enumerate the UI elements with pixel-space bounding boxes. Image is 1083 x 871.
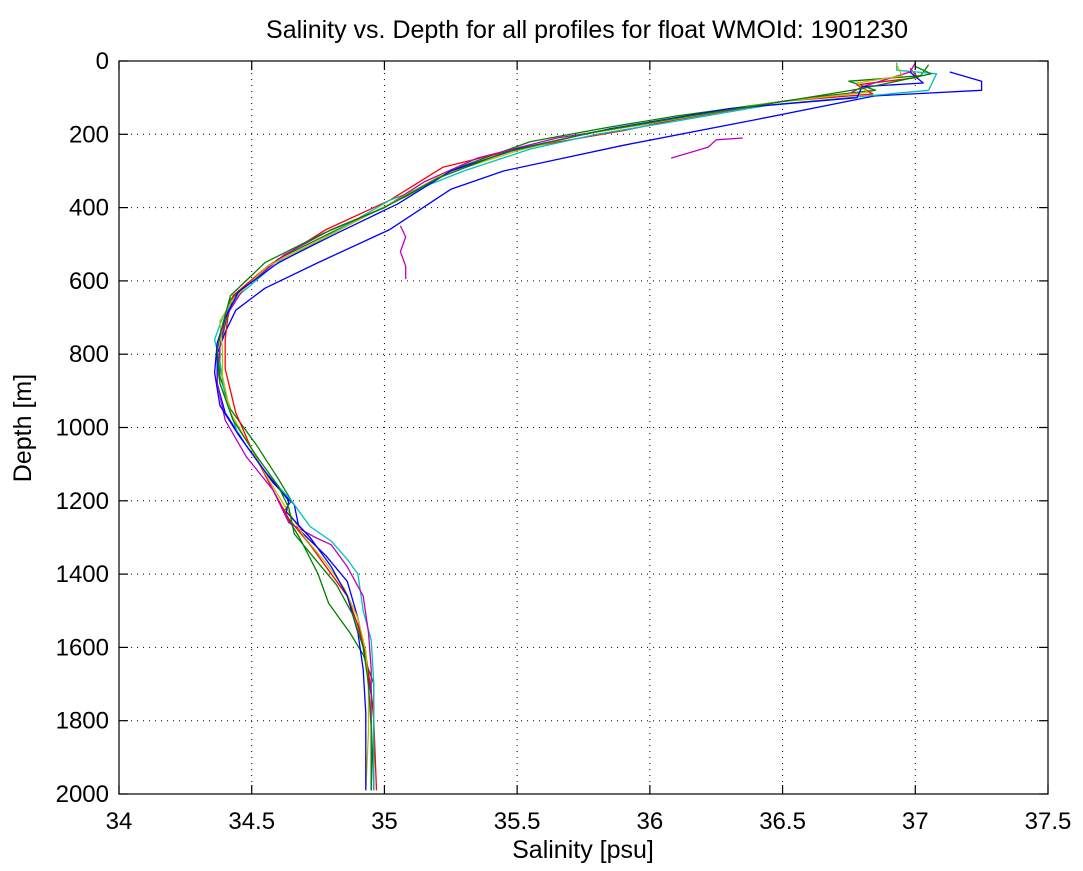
series-group: [213, 62, 983, 791]
y-tick-label: 2000: [56, 781, 109, 808]
x-axis-title: Salinity [psu]: [512, 836, 654, 864]
series-line-1: [216, 71, 983, 791]
series-line-3: [224, 67, 919, 791]
series-line-5: [216, 62, 916, 791]
y-tick-label: 1200: [56, 488, 109, 515]
y-tick-label: 800: [69, 341, 109, 368]
series-line-9: [670, 137, 743, 159]
y-tick-label: 1600: [56, 634, 109, 661]
x-tick-label: 35.5: [494, 808, 541, 835]
axis-ticks: 34 34.5 35 35.5 36 36.5 37 37.5 0 200 400 600 800 100…: [56, 48, 1072, 835]
y-tick-label: 0: [96, 48, 109, 75]
y-tick-label: 1000: [56, 415, 109, 442]
x-tick-label: 37.5: [1025, 808, 1072, 835]
x-tick-label: 36.5: [759, 808, 806, 835]
series-line-10: [399, 225, 407, 280]
series-line-8: [216, 65, 932, 791]
x-tick-label: 37: [902, 808, 929, 835]
grid: [119, 61, 1048, 794]
x-tick-label: 35: [371, 808, 398, 835]
x-tick-label: 34: [106, 808, 133, 835]
series-line-4: [213, 62, 938, 791]
y-tick-label: 600: [69, 268, 109, 295]
y-tick-label: 1400: [56, 561, 109, 588]
y-tick-label: 400: [69, 195, 109, 222]
y-tick-label: 1800: [56, 708, 109, 735]
x-tick-label: 36: [637, 808, 664, 835]
series-line-6: [219, 64, 903, 791]
y-axis-title: Depth [m]: [9, 374, 37, 482]
plot-area-frame: [118, 60, 1049, 795]
x-tick-label: 34.5: [228, 808, 275, 835]
y-tick-label: 200: [69, 121, 109, 148]
chart-title: Salinity vs. Depth for all profiles for …: [266, 16, 908, 44]
series-line-2: [219, 64, 930, 791]
series-line-7: [213, 71, 924, 791]
